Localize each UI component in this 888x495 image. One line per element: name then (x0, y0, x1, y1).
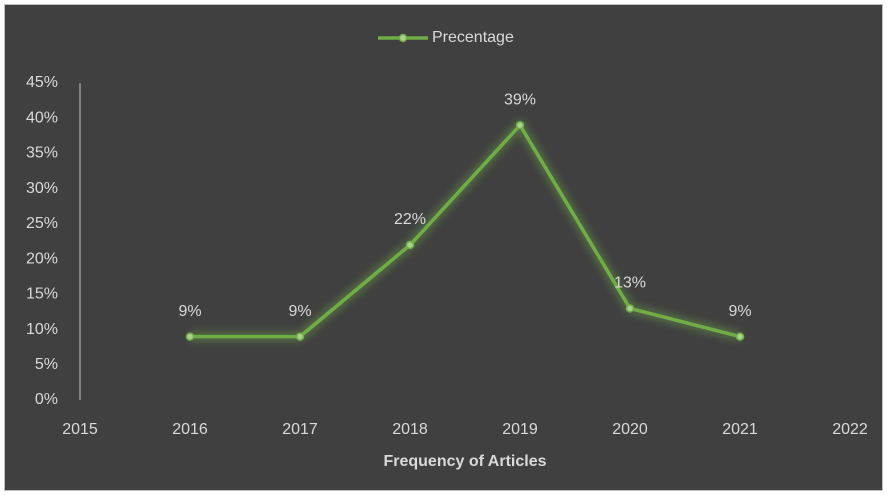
x-tick-label: 2020 (612, 421, 648, 438)
chart-background (4, 4, 883, 491)
y-tick-label: 10% (26, 321, 58, 338)
data-point (515, 121, 525, 130)
data-label: 9% (728, 303, 751, 320)
y-tick-label: 40% (26, 109, 58, 126)
x-tick-label: 2022 (832, 421, 868, 438)
x-tick-label: 2018 (392, 421, 428, 438)
data-point (185, 332, 195, 341)
y-tick-label: 15% (26, 286, 58, 303)
y-tick-label: 30% (26, 180, 58, 197)
y-tick-label: 5% (35, 356, 58, 373)
data-point (625, 304, 635, 313)
y-tick-label: 0% (35, 391, 58, 408)
data-label: 9% (288, 303, 311, 320)
data-label: 39% (504, 91, 536, 108)
data-point (735, 332, 745, 341)
legend-marker (398, 33, 408, 43)
y-tick-label: 45% (26, 74, 58, 91)
data-label: 13% (614, 275, 646, 292)
x-tick-label: 2017 (282, 421, 318, 438)
x-tick-label: 2019 (502, 421, 538, 438)
data-point (295, 332, 305, 341)
data-label: 22% (394, 211, 426, 228)
data-point (405, 240, 415, 250)
y-tick-label: 20% (26, 250, 58, 267)
y-tick-label: 35% (26, 145, 58, 162)
x-tick-label: 2015 (62, 421, 98, 438)
x-tick-label: 2021 (722, 421, 758, 438)
x-tick-label: 2016 (172, 421, 208, 438)
x-axis-title: Frequency of Articles (383, 453, 546, 470)
data-label: 9% (178, 303, 201, 320)
series-line (190, 123, 741, 339)
y-tick-label: 25% (26, 215, 58, 232)
legend-label: Precentage (432, 29, 514, 46)
